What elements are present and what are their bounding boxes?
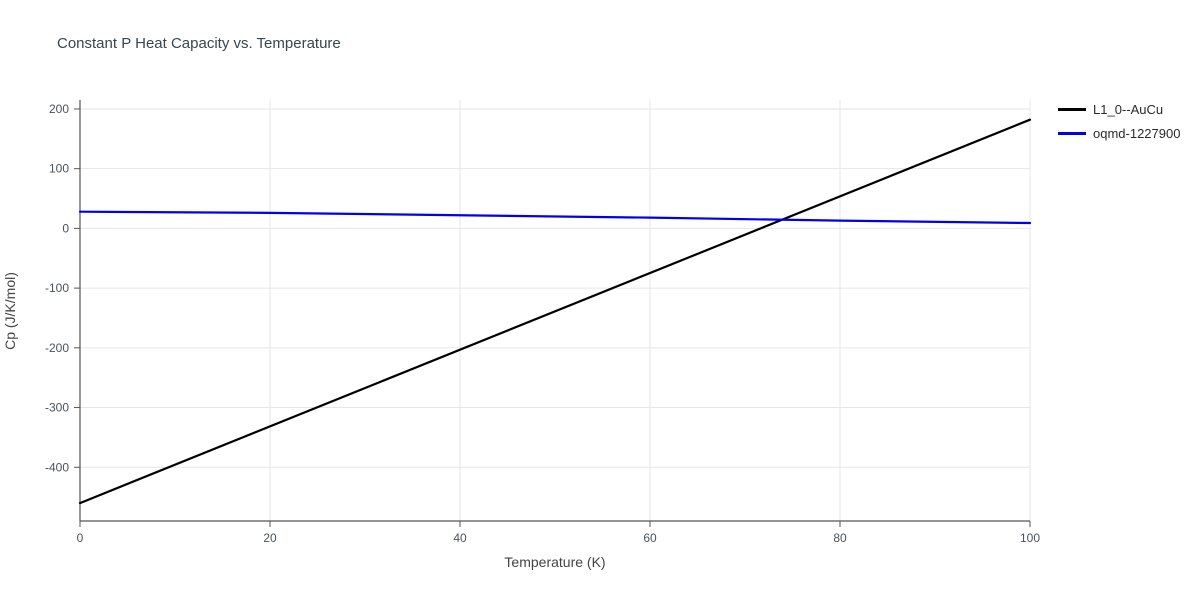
legend-line-sample — [1058, 108, 1086, 111]
x-tick-label: 40 — [453, 531, 467, 545]
chart-title: Constant P Heat Capacity vs. Temperature — [57, 35, 341, 52]
y-tick-label: -200 — [45, 341, 69, 355]
x-tick-label: 20 — [263, 531, 277, 545]
legend-label: L1_0--AuCu — [1093, 102, 1164, 117]
y-tick-label: -100 — [45, 281, 69, 295]
y-tick-label: 200 — [49, 102, 69, 116]
x-tick-label: 0 — [77, 531, 84, 545]
y-tick-label: -300 — [45, 401, 69, 415]
legend-label: oqmd-1227900 — [1093, 126, 1181, 141]
legend: L1_0--AuCu oqmd-1227900 — [1058, 102, 1180, 141]
legend-line-sample — [1058, 132, 1086, 135]
series-line-L1_0--AuCu — [78, 118, 1032, 505]
y-tick-label: 0 — [62, 221, 69, 235]
legend-item: L1_0--AuCu — [1058, 102, 1180, 117]
x-tick-label: 100 — [1020, 531, 1040, 545]
series-line-oqmd-1227900 — [78, 210, 1032, 225]
y-tick-label: -400 — [45, 460, 69, 474]
legend-item: oqmd-1227900 — [1058, 126, 1180, 141]
y-axis-label: Cp (J/K/mol) — [2, 272, 18, 350]
y-tick-label: 100 — [49, 162, 69, 176]
x-axis-label: Temperature (K) — [504, 554, 606, 570]
x-tick-label: 80 — [833, 531, 847, 545]
x-tick-label: 60 — [643, 531, 657, 545]
